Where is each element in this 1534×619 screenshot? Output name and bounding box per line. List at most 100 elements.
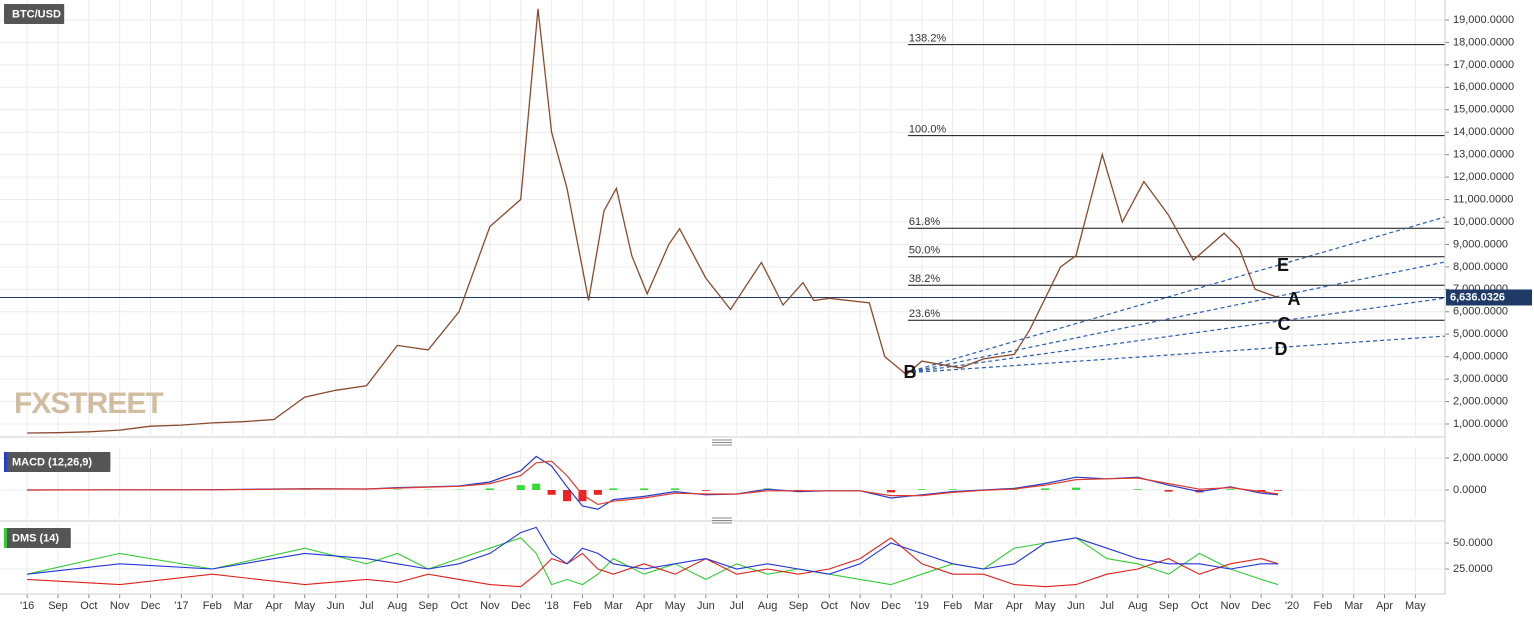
x-tick-label: Oct [821, 600, 838, 612]
grid-layer [0, 0, 1445, 592]
histogram-bar [886, 490, 895, 493]
x-tick-label: Nov [480, 600, 500, 612]
histogram-bar [609, 488, 618, 490]
y-tick-label: 16,000.0000 [1453, 81, 1514, 93]
histogram-bar [1226, 489, 1235, 490]
x-tick-label: Feb [943, 600, 962, 612]
y-tick-label: 3,000.0000 [1453, 373, 1508, 385]
x-tick-label: Feb [203, 600, 222, 612]
annotation: A [1288, 289, 1301, 309]
x-tick-label: May [1405, 600, 1426, 612]
annotation: E [1277, 255, 1289, 275]
panel-title-stripe [4, 452, 7, 472]
y-tick-label: 2,000.0000 [1453, 395, 1508, 407]
x-tick-label: '16 [20, 600, 34, 612]
indicator-line [26, 537, 1279, 586]
x-tick-label: Nov [1221, 600, 1241, 612]
y-tick-label: 12,000.0000 [1453, 171, 1514, 183]
x-tick-label: May [665, 600, 686, 612]
x-tick-label: Mar [974, 600, 993, 612]
x-tick-label: Apr [265, 600, 282, 612]
x-tick-label: Jul [730, 600, 744, 612]
draw-layer: 1,000.0000 2,000.0000 3,000.0000 4,000.0000… [0, 4, 1532, 612]
x-tick-label: Nov [850, 600, 870, 612]
y-tick-label: 10,000.0000 [1453, 216, 1514, 228]
fib-label: 100.0% [909, 123, 947, 135]
x-tick-label: Apr [636, 600, 653, 612]
x-tick-label: Aug [388, 600, 408, 612]
x-tick-label: May [294, 600, 315, 612]
x-tick-label: Sep [418, 600, 438, 612]
x-tick-label: Jun [697, 600, 715, 612]
panel-title: BTC/USD [12, 8, 61, 20]
panel-title-box [4, 4, 65, 24]
x-tick-label: Dec [511, 600, 531, 612]
x-tick-label: Feb [573, 600, 592, 612]
trendline [904, 216, 1446, 374]
x-tick-label: Dec [1251, 600, 1271, 612]
x-tick-label: Mar [1344, 600, 1363, 612]
trendline [905, 335, 1446, 374]
y-tick-label: 19,000.0000 [1453, 14, 1514, 26]
x-tick-label: Oct [1191, 600, 1208, 612]
y-tick-label: 4,000.0000 [1453, 351, 1508, 363]
panel-title: MACD (12,26,9) [12, 456, 92, 468]
x-tick-label: Dec [881, 600, 901, 612]
x-tick-label: Feb [1313, 600, 1332, 612]
indicator-line [27, 537, 1279, 588]
y-tick-label: 8,000.0000 [1453, 261, 1508, 273]
resize-handle[interactable] [712, 439, 732, 524]
x-tick-label: Sep [789, 600, 809, 612]
panel-title: DMS (14) [12, 532, 59, 544]
histogram-bar [532, 483, 541, 490]
fib-label: 138.2% [909, 33, 947, 45]
panel-title-box [4, 452, 111, 472]
histogram-bar [547, 490, 556, 495]
x-tick-label: Apr [1006, 600, 1023, 612]
y-tick-label: 6,000.0000 [1453, 306, 1508, 318]
y-tick-label: 11,000.0000 [1453, 193, 1513, 205]
x-tick-label: Jul [1100, 600, 1114, 612]
annotation: C [1278, 314, 1291, 334]
x-tick-label: Mar [604, 600, 623, 612]
x-tick-label: Jun [1067, 600, 1085, 612]
x-tick-label: Oct [450, 600, 467, 612]
histogram-bar [701, 490, 710, 491]
y-tick-label: 25.0000 [1453, 563, 1493, 575]
y-tick-label: 15,000.0000 [1453, 104, 1514, 116]
x-tick-label: Nov [110, 600, 130, 612]
watermark: FXSTREET [14, 387, 163, 420]
x-tick-label: '17 [174, 600, 188, 612]
histogram-bar [1257, 490, 1266, 492]
x-tick-label: Oct [80, 600, 97, 612]
last-price-label: 6,636.0326 [1450, 291, 1505, 303]
y-tick-label: 5,000.0000 [1453, 328, 1508, 340]
indicator-line [27, 526, 1279, 575]
x-tick-label: Sep [48, 600, 68, 612]
x-tick-label: Aug [1128, 600, 1148, 612]
y-tick-label: 14,000.0000 [1453, 126, 1514, 138]
histogram-bar [670, 488, 679, 490]
panel-title-box [4, 528, 71, 548]
x-tick-label: May [1035, 600, 1056, 612]
histogram-bar [1010, 489, 1019, 490]
x-tick-label: Sep [1159, 600, 1179, 612]
fib-label: 23.6% [909, 308, 940, 320]
histogram-bar [640, 488, 649, 490]
y-tick-label: 2,000.0000 [1453, 452, 1508, 464]
annotation: B [904, 362, 917, 382]
x-tick-label: '20 [1285, 600, 1299, 612]
y-tick-label: 18,000.0000 [1453, 36, 1514, 48]
y-tick-label: 50.0000 [1453, 537, 1493, 549]
fib-label: 50.0% [909, 245, 940, 257]
histogram-bar [485, 488, 494, 490]
y-tick-label: 0.0000 [1453, 484, 1487, 496]
histogram-bar [1133, 489, 1142, 490]
histogram-bar [578, 490, 587, 502]
last-price-box [1446, 289, 1532, 306]
histogram-bar [593, 490, 602, 495]
histogram-bar [1041, 488, 1050, 490]
trendline [904, 261, 1446, 374]
